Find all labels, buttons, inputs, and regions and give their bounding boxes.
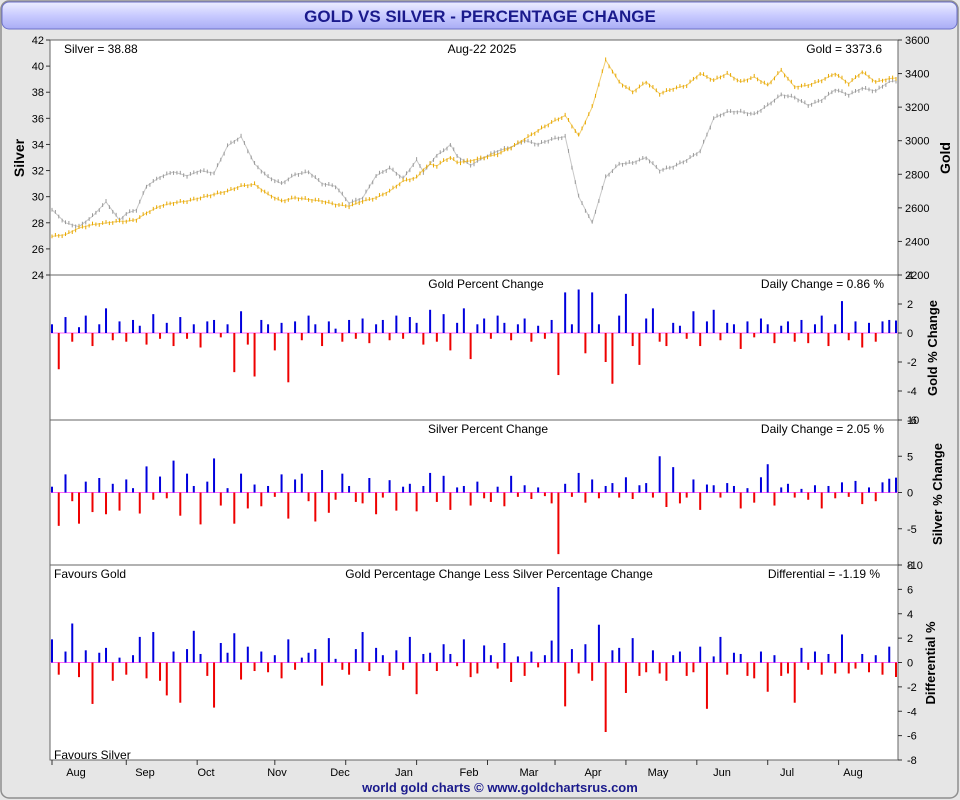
gold-axis-tick-label: 2800 (905, 169, 929, 181)
gold-daily-change: Daily Change = 0.86 % (761, 277, 884, 291)
gold-pct-axis-tick-label: 4 (907, 270, 913, 282)
gold-axis-title: Gold (937, 142, 953, 174)
silver-pct-title: Silver Percent Change (428, 422, 548, 436)
differential-axis-tick-label: 0 (907, 658, 913, 670)
silver-pct-axis-title: Silver % Change (930, 443, 945, 545)
silver-axis-title: Silver (11, 138, 27, 177)
month-label: Oct (197, 767, 214, 779)
differential-axis-tick-label: 6 (907, 584, 913, 596)
footer-credit: world gold charts © www.goldchartsrus.co… (361, 780, 638, 795)
gold-pct-axis-tick-label: -2 (907, 357, 917, 369)
month-label: Aug (843, 767, 863, 779)
price-panel (49, 39, 899, 276)
silver-axis-tick-label: 34 (32, 139, 44, 151)
silver-axis-tick-label: 36 (32, 113, 44, 125)
month-label: Jun (713, 767, 731, 779)
month-label: Jan (395, 767, 413, 779)
gold-pct-axis-tick-label: -4 (907, 386, 917, 398)
month-label: Mar (520, 767, 539, 779)
gold-pct-axis-tick-label: -6 (907, 415, 917, 427)
differential-value: Differential = -1.19 % (768, 567, 881, 581)
gold-pct-axis-tick-label: 0 (907, 328, 913, 340)
silver-axis-tick-label: 24 (32, 270, 44, 282)
month-label: Apr (584, 767, 601, 779)
silver-axis-tick-label: 30 (32, 192, 44, 204)
silver-axis-tick-label: 38 (32, 87, 44, 99)
differential-axis-tick-label: 8 (907, 560, 913, 572)
month-label: Jul (780, 767, 794, 779)
silver-daily-change: Daily Change = 2.05 % (761, 422, 884, 436)
differential-axis-tick-label: 2 (907, 633, 913, 645)
differential-axis-tick-label: -4 (907, 706, 917, 718)
favours-silver-label: Favours Silver (54, 748, 131, 762)
silver-axis-tick-label: 32 (32, 166, 44, 178)
chart-title: GOLD VS SILVER - PERCENTAGE CHANGE (304, 7, 656, 26)
silver-price-label: Silver = 38.88 (64, 42, 138, 56)
title-band (1, 1, 958, 30)
differential-title: Gold Percentage Change Less Silver Perce… (345, 567, 653, 581)
gold-axis-tick-label: 2600 (905, 203, 929, 215)
month-label: May (648, 767, 669, 779)
silver-axis-tick-label: 42 (32, 35, 44, 47)
plot-layer (50, 57, 898, 732)
gold-axis-tick-label: 2400 (905, 236, 929, 248)
silver-pct-axis-tick-label: -5 (907, 524, 917, 536)
silver-pct-axis-tick-label: 5 (907, 451, 913, 463)
silver-axis-tick-label: 26 (32, 244, 44, 256)
silver-pct-axis-tick-label: -10 (907, 560, 923, 572)
silver-pct-axis-tick-label: 10 (907, 415, 919, 427)
gold-axis-tick-label: 3200 (905, 102, 929, 114)
axis-layer: 2426283032343638404222002400260028003000… (32, 35, 930, 779)
gold-price-label: Gold = 3373.6 (806, 42, 882, 56)
differential-axis-tick-label: 4 (907, 609, 913, 621)
differential-axis-title: Differential % (923, 621, 938, 705)
gold-axis-tick-label: 3400 (905, 69, 929, 81)
month-label: Aug (66, 767, 86, 779)
favours-gold-label: Favours Gold (54, 567, 126, 581)
differential-axis-tick-label: -8 (907, 755, 917, 767)
silver-axis-tick-label: 40 (32, 61, 44, 73)
price-panel-date: Aug-22 2025 (448, 42, 517, 56)
month-label: Dec (330, 767, 350, 779)
gold-axis-tick-label: 2200 (905, 270, 929, 282)
month-label: Nov (267, 767, 287, 779)
gold-axis-tick-label: 3600 (905, 35, 929, 47)
month-label: Feb (460, 767, 479, 779)
gold-pct-panel (49, 274, 899, 421)
silver-axis-tick-label: 28 (32, 218, 44, 230)
silver-pct-axis-tick-label: 0 (907, 488, 913, 500)
gold-axis-tick-label: 3000 (905, 136, 929, 148)
differential-axis-tick-label: -2 (907, 682, 917, 694)
differential-axis-tick-label: -6 (907, 731, 917, 743)
gold-pct-axis-title: Gold % Change (925, 300, 940, 396)
gold-pct-axis-tick-label: 2 (907, 299, 913, 311)
month-label: Sep (135, 767, 155, 779)
gold-pct-title: Gold Percent Change (428, 277, 544, 291)
